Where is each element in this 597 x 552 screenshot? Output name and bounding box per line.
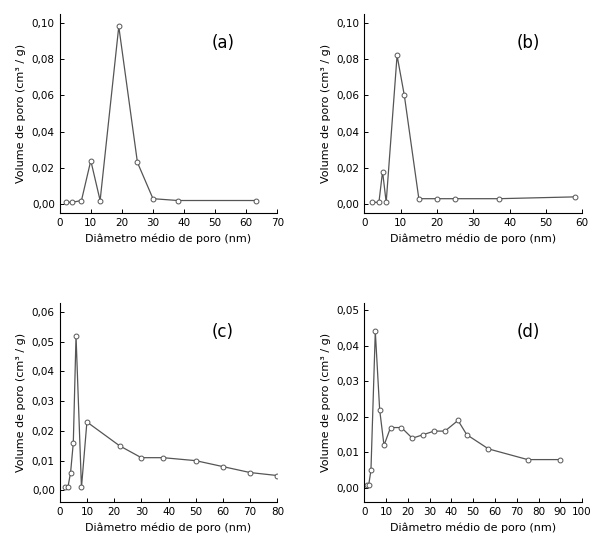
Text: (d): (d)	[517, 323, 540, 341]
X-axis label: Diâmetro médio de poro (nm): Diâmetro médio de poro (nm)	[390, 523, 556, 533]
Text: (c): (c)	[212, 323, 234, 341]
X-axis label: Diâmetro médio de poro (nm): Diâmetro médio de poro (nm)	[85, 233, 251, 244]
Y-axis label: Volume de poro (cm³ / g): Volume de poro (cm³ / g)	[321, 44, 331, 183]
X-axis label: Diâmetro médio de poro (nm): Diâmetro médio de poro (nm)	[85, 523, 251, 533]
Y-axis label: Volume de poro (cm³ / g): Volume de poro (cm³ / g)	[16, 44, 26, 183]
Y-axis label: Volume de poro (cm³ / g): Volume de poro (cm³ / g)	[321, 333, 331, 472]
X-axis label: Diâmetro médio de poro (nm): Diâmetro médio de poro (nm)	[390, 233, 556, 244]
Y-axis label: Volume de poro (cm³ / g): Volume de poro (cm³ / g)	[16, 333, 26, 472]
Text: (b): (b)	[517, 34, 540, 52]
Text: (a): (a)	[212, 34, 235, 52]
